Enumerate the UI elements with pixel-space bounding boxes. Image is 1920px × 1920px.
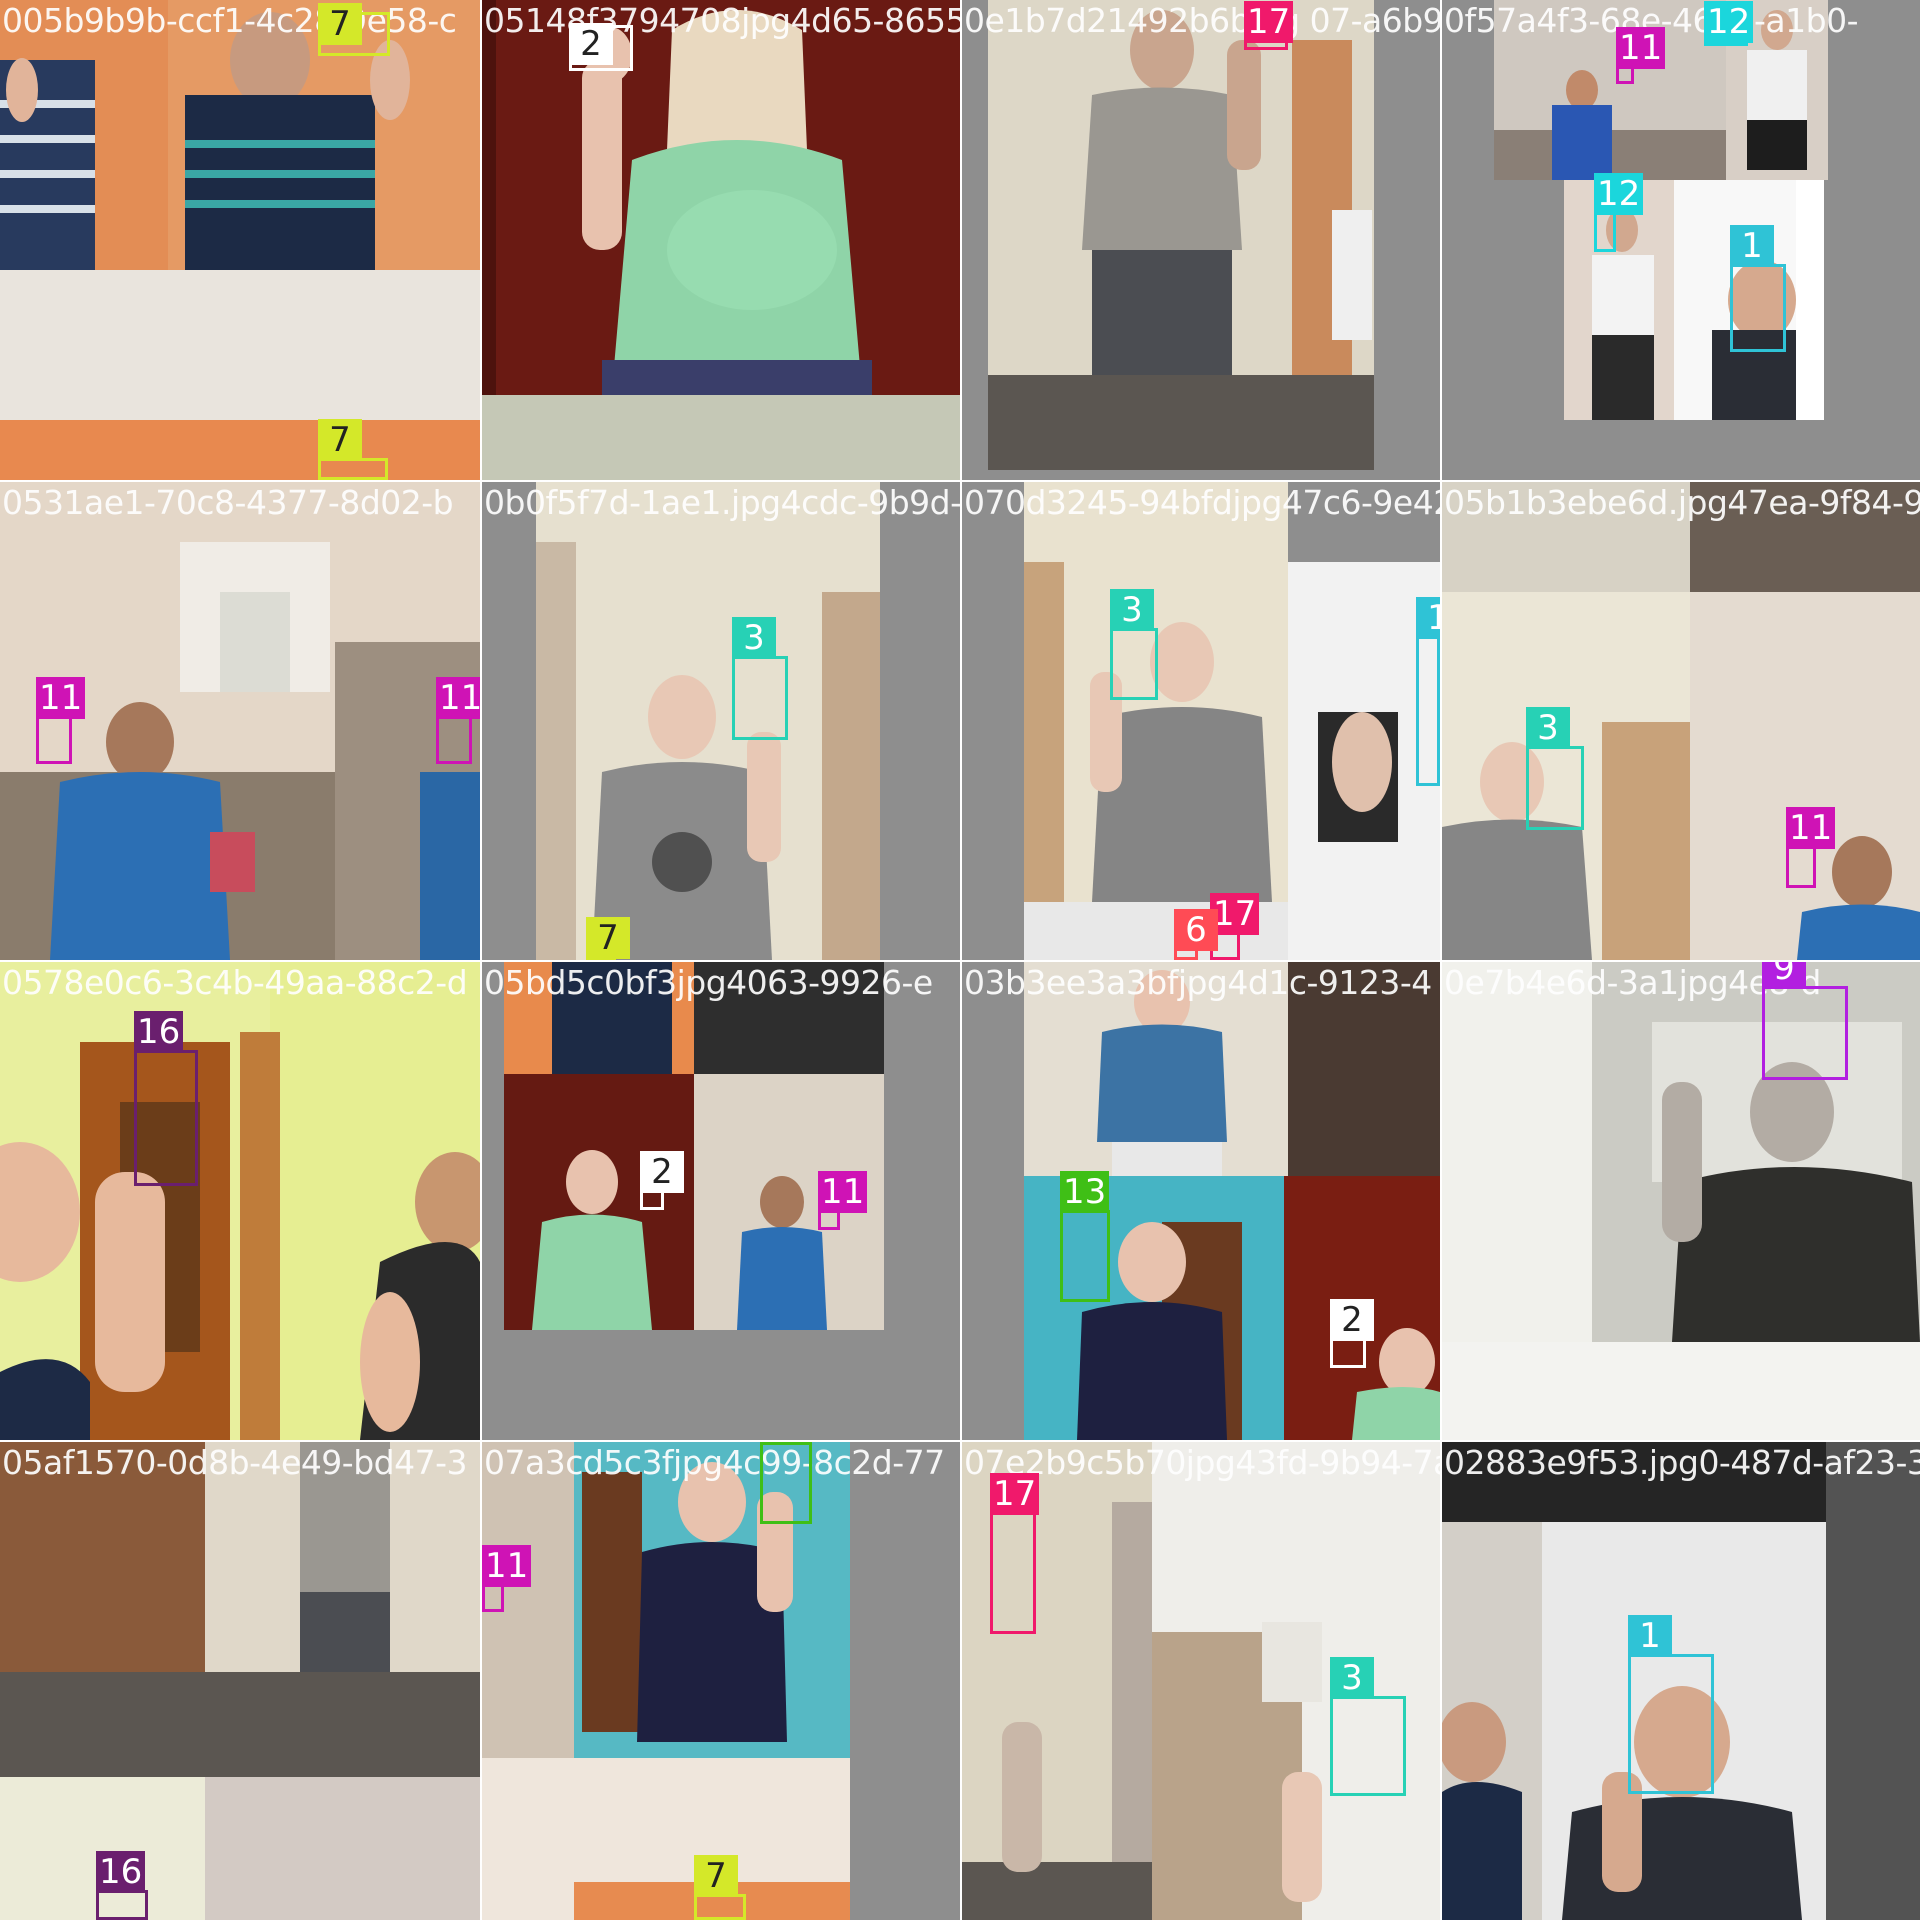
detection-label: 2 bbox=[640, 1151, 684, 1193]
detection-label: 3 bbox=[732, 617, 776, 659]
detection-label: 7 bbox=[586, 917, 630, 959]
detection-label: 3 bbox=[1526, 707, 1570, 749]
detection-label: 3 bbox=[1110, 589, 1154, 631]
detection-box: 3 bbox=[1330, 1657, 1406, 1796]
detection-label: 9 bbox=[1762, 962, 1806, 989]
photo-woman-green-shirt bbox=[482, 0, 960, 480]
photo-collage-glasses bbox=[962, 962, 1440, 1440]
mosaic-tile: 02883e9f53.jpg0-487d-af23-3 1 bbox=[1442, 1442, 1920, 1920]
photo-kitchen-woman bbox=[0, 482, 480, 960]
photo-room-floor bbox=[0, 1442, 480, 1920]
detection-box: 17 bbox=[1210, 893, 1260, 960]
detection-label: 6 bbox=[1174, 909, 1218, 951]
detection-label: 11 bbox=[1786, 807, 1836, 849]
detection-box: 12 bbox=[1594, 173, 1644, 252]
detection-box: 16 bbox=[134, 1011, 198, 1186]
detection-box: 7 bbox=[694, 1855, 746, 1920]
detection-box: 1 bbox=[1628, 1615, 1714, 1794]
mosaic-tile: 005b9b9b-ccf1-4c28-9e58-c 7 7 bbox=[0, 0, 480, 480]
detection-box: 3 bbox=[1526, 707, 1584, 830]
detection-box: 13 bbox=[760, 1442, 812, 1524]
mosaic-tile: 05b1b3ebe6d.jpg47ea-9f84-9 3 11 bbox=[1442, 482, 1920, 960]
detection-label: 11 bbox=[818, 1171, 868, 1213]
photo-woman-yellow-wall bbox=[0, 962, 480, 1440]
detection-box: 12 bbox=[1704, 1, 1754, 46]
detection-label: 3 bbox=[1330, 1657, 1374, 1699]
detection-label: 7 bbox=[318, 3, 362, 45]
detection-box: 1 bbox=[1416, 597, 1440, 786]
photo-woman-grey-tshirt bbox=[482, 482, 960, 960]
detection-label: 7 bbox=[694, 1855, 738, 1897]
detection-label: 2 bbox=[569, 23, 613, 65]
detection-label: 11 bbox=[36, 677, 86, 719]
detection-label: 11 bbox=[482, 1545, 532, 1587]
photo-room-hand bbox=[962, 1442, 1440, 1920]
detection-label: 7 bbox=[318, 419, 362, 461]
photo-collage-boys bbox=[1442, 0, 1920, 480]
detection-label: 17 bbox=[1210, 893, 1260, 935]
detection-label: 11 bbox=[436, 677, 480, 719]
detection-box: 11 bbox=[1616, 27, 1666, 84]
mosaic-tile: 03b3ee3a3bfjpg4d1c-9123-4 13 2 bbox=[962, 962, 1440, 1440]
detection-box: 7 bbox=[586, 917, 630, 960]
detection-box: 11 bbox=[482, 1545, 532, 1612]
detection-label: 1 bbox=[1730, 225, 1774, 267]
mosaic-tile: 0e1b7d21492b6bjpg 07-a6b9-3 17 bbox=[962, 0, 1440, 480]
detection-box: 11 bbox=[36, 677, 86, 764]
detection-box: 6 bbox=[1174, 909, 1218, 960]
mosaic-tile: 0e7b4e6d-3a1jpg4e8-d 9 bbox=[1442, 962, 1920, 1440]
detection-label: 1 bbox=[1628, 1615, 1672, 1657]
photo-woman-room-collage bbox=[1442, 482, 1920, 960]
mosaic-tile: 05bd5c0bf3jpg4063-9926-e 2 11 bbox=[482, 962, 960, 1440]
detection-box: 11 bbox=[818, 1171, 868, 1230]
photo-woman-grey-tshirt-2 bbox=[962, 482, 1440, 960]
mosaic-tile: 070d3245-94bfdjpg47c6-9e42-4 3 1 17 6 bbox=[962, 482, 1440, 960]
photo-man-grey-shirt bbox=[962, 0, 1440, 480]
mosaic-tile: 0578e0c6-3c4b-49aa-88c2-d 16 bbox=[0, 962, 480, 1440]
detection-box: 17 bbox=[1244, 1, 1294, 50]
detection-label: 12 bbox=[1704, 1, 1754, 43]
detection-box: 3 bbox=[732, 617, 788, 740]
detection-label: 13 bbox=[1060, 1171, 1110, 1213]
mosaic-tile: 07a3cd5c3fjpg4c99-8c2d-77 13 11 7 bbox=[482, 1442, 960, 1920]
detection-box: 2 bbox=[640, 1151, 684, 1210]
detection-label: 11 bbox=[1616, 27, 1666, 69]
detection-box: 2 bbox=[569, 23, 633, 71]
detection-label: 17 bbox=[1244, 1, 1294, 43]
detection-box: 1 bbox=[1730, 225, 1786, 352]
detection-box: 11 bbox=[1786, 807, 1836, 888]
detection-label: 12 bbox=[1594, 173, 1644, 215]
detection-box: 16 bbox=[96, 1851, 148, 1920]
photo-man-striped-sweater bbox=[0, 0, 480, 480]
photo-woman-black-shirt bbox=[1442, 962, 1920, 1440]
detection-box: 11 bbox=[436, 677, 480, 764]
detection-label: 1 bbox=[1416, 597, 1440, 639]
detection-box: 2 bbox=[1330, 1299, 1374, 1368]
mosaic-tile: 05af1570-0d8b-4e49-bd47-3 16 bbox=[0, 1442, 480, 1920]
mosaic-tile: 07e2b9c5b70jpg43fd-9b94-7a 17 3 bbox=[962, 1442, 1440, 1920]
detection-label: 13 bbox=[760, 1442, 810, 1445]
photo-collage-green-woman bbox=[482, 962, 960, 1440]
detection-box: 13 bbox=[1060, 1171, 1110, 1302]
photo-glasses-boy bbox=[482, 1442, 960, 1920]
detection-label: 16 bbox=[134, 1011, 184, 1053]
photo-boy-thumbs-down bbox=[1442, 1442, 1920, 1920]
mosaic-tile: 05148f3794708jpg4d65-8655- 2 bbox=[482, 0, 960, 480]
detection-box: 7 bbox=[318, 3, 390, 56]
detection-label: 16 bbox=[96, 1851, 146, 1893]
mosaic-tile: 0f57a4f3-68e-4633-a1b0- 11 12 12 1 bbox=[1442, 0, 1920, 480]
detection-box: 3 bbox=[1110, 589, 1158, 700]
detection-label: 17 bbox=[990, 1473, 1040, 1515]
mosaic-tile: 0b0f5f7d-1ae1.jpg4cdc-9b9d-c 3 7 bbox=[482, 482, 960, 960]
detection-box: 9 bbox=[1762, 962, 1848, 1080]
mosaic-tile: 0531ae1-70c8-4377-8d02-b 11 11 bbox=[0, 482, 480, 960]
detection-label: 2 bbox=[1330, 1299, 1374, 1341]
detection-box: 17 bbox=[990, 1473, 1040, 1634]
detection-box: 7 bbox=[318, 419, 388, 480]
